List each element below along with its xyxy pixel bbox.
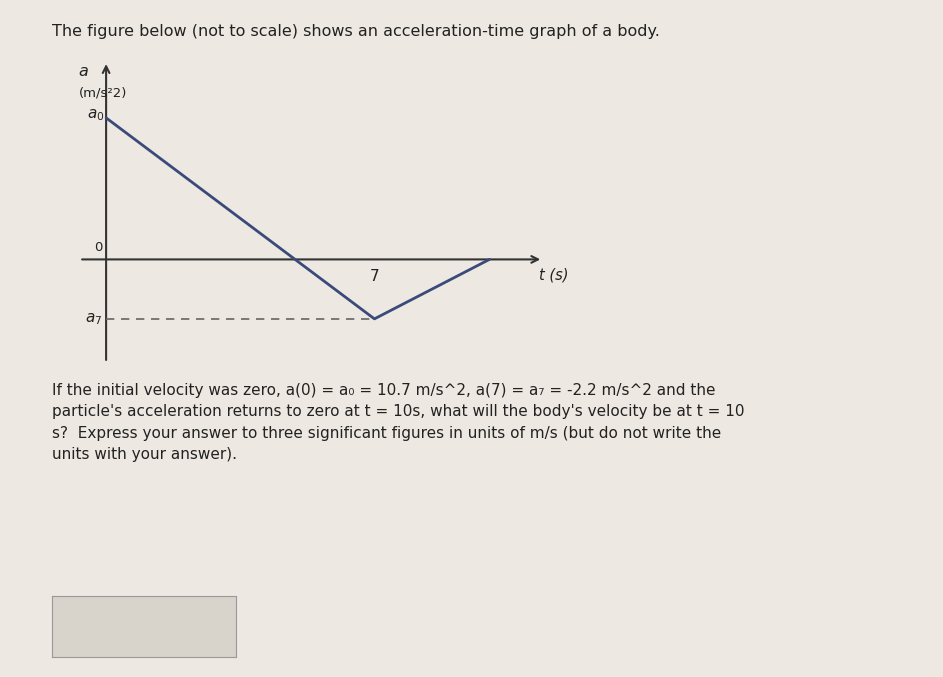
Text: (m/s²2): (m/s²2) xyxy=(78,87,127,100)
Text: 0: 0 xyxy=(94,241,102,254)
Text: If the initial velocity was zero, a(0) = a₀ = 10.7 m/s^2, a(7) = a₇ = -2.2 m/s^2: If the initial velocity was zero, a(0) =… xyxy=(52,383,744,462)
Text: $a_7$: $a_7$ xyxy=(85,311,102,327)
Text: a: a xyxy=(78,64,89,79)
Text: 7: 7 xyxy=(370,269,379,284)
Text: t (s): t (s) xyxy=(539,268,569,283)
Text: $a_0$: $a_0$ xyxy=(87,107,104,123)
Text: The figure below (not to scale) shows an acceleration-time graph of a body.: The figure below (not to scale) shows an… xyxy=(52,24,660,39)
